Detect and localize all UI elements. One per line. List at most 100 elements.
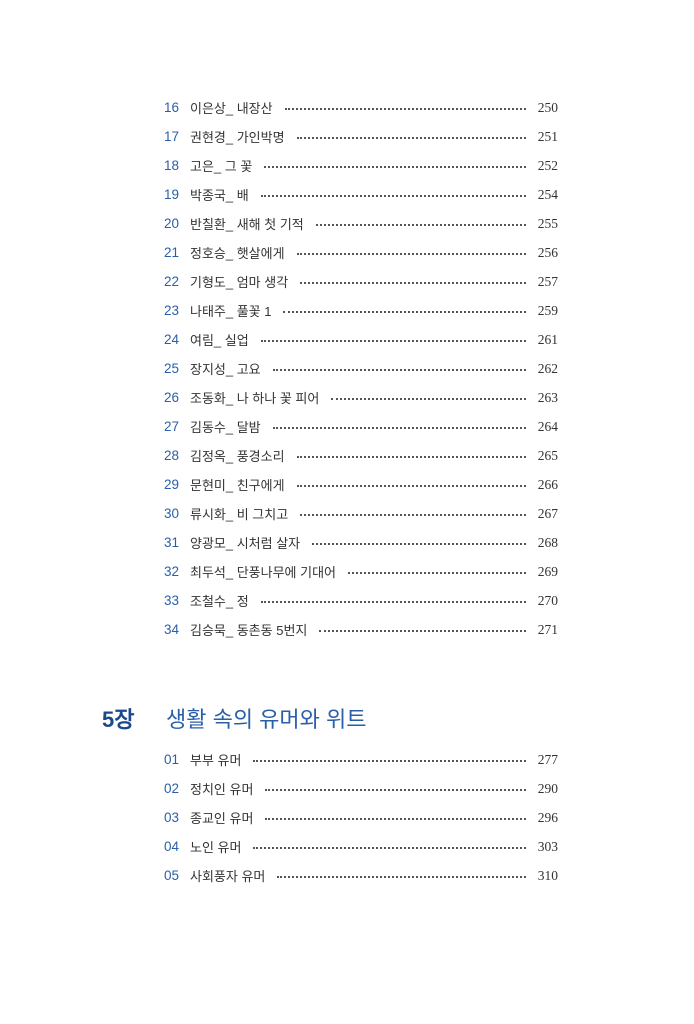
toc-entry[interactable]: 05 사회풍자 유머 310: [164, 861, 558, 890]
dot-leader: [277, 875, 526, 878]
toc-entry[interactable]: 23 나태주_ 풀꽃 1 259: [164, 296, 558, 325]
dot-leader: [260, 339, 526, 342]
dot-leader: [296, 252, 526, 255]
entry-number: 33: [164, 593, 180, 608]
entry-page: 252: [537, 157, 558, 173]
toc-entry[interactable]: 28 김정옥_ 풍경소리 265: [164, 441, 558, 470]
entry-number: 16: [164, 100, 180, 115]
entry-page: 251: [537, 128, 558, 144]
entry-number: 34: [164, 622, 180, 637]
entry-number: 02: [164, 781, 180, 796]
entry-number: 23: [164, 303, 180, 318]
toc-entry[interactable]: 24 여림_ 실업 261: [164, 325, 558, 354]
toc-entry[interactable]: 21 정호승_ 햇살에게 256: [164, 238, 558, 267]
entry-number: 01: [164, 752, 180, 767]
toc-entry[interactable]: 34 김승묵_ 동촌동 5번지 271: [164, 615, 558, 644]
toc-entry[interactable]: 31 양광모_ 시처럼 살자 268: [164, 528, 558, 557]
dot-leader: [296, 136, 526, 139]
entry-title: 노인 유머: [190, 840, 242, 855]
entry-page: 296: [537, 809, 558, 825]
toc-entry[interactable]: 26 조동화_ 나 하나 꽃 피어 263: [164, 383, 558, 412]
entry-title: 박종국_ 배: [190, 188, 249, 203]
entry-title: 최두석_ 단풍나무에 기대어: [190, 565, 337, 580]
toc-entry[interactable]: 17 권현경_ 가인박명 251: [164, 122, 558, 151]
toc-entry[interactable]: 30 류시화_ 비 그치고 267: [164, 499, 558, 528]
toc-entry[interactable]: 16 이은상_ 내장산 250: [164, 93, 558, 122]
dot-leader: [312, 542, 526, 545]
toc-entry[interactable]: 03 종교인 유머 296: [164, 803, 558, 832]
entry-title: 조동화_ 나 하나 꽃 피어: [190, 391, 320, 406]
entry-title: 조철수_ 정: [190, 594, 249, 609]
entry-page: 266: [537, 476, 558, 492]
toc-list-section-4: 16 이은상_ 내장산 250 17 권현경_ 가인박명 251 18 고은_ 그 꽃 252 1…: [164, 93, 558, 644]
entry-title: 김정옥_ 풍경소리: [190, 449, 285, 464]
entry-page: 269: [537, 563, 558, 579]
toc-entry[interactable]: 19 박종국_ 배 254: [164, 180, 558, 209]
entry-page: 263: [537, 389, 558, 405]
dot-leader: [315, 223, 526, 226]
entry-title: 고은_ 그 꽃: [190, 159, 253, 174]
entry-page: 262: [537, 360, 558, 376]
entry-title: 권현경_ 가인박명: [190, 130, 285, 145]
toc-entry[interactable]: 02 정치인 유머 290: [164, 774, 558, 803]
entry-page: 268: [537, 534, 558, 550]
entry-title: 정호승_ 햇살에게: [190, 246, 285, 261]
toc-entry[interactable]: 25 장지성_ 고요 262: [164, 354, 558, 383]
entry-number: 21: [164, 245, 180, 260]
entry-page: 250: [537, 99, 558, 115]
entry-number: 05: [164, 868, 180, 883]
dot-leader: [264, 165, 526, 168]
entry-title: 장지성_ 고요: [190, 362, 261, 377]
toc-entry[interactable]: 27 김동수_ 달밤 264: [164, 412, 558, 441]
entry-page: 277: [537, 751, 558, 767]
toc-entry[interactable]: 29 문현미_ 친구에게 266: [164, 470, 558, 499]
dot-leader: [300, 281, 526, 284]
entry-page: 271: [537, 621, 558, 637]
toc-entry[interactable]: 20 반칠환_ 새해 첫 기적 255: [164, 209, 558, 238]
entry-title: 사회풍자 유머: [190, 869, 266, 884]
dot-leader: [253, 759, 526, 762]
entry-title: 문현미_ 친구에게: [190, 478, 285, 493]
entry-page: 267: [537, 505, 558, 521]
entry-number: 32: [164, 564, 180, 579]
toc-entry[interactable]: 33 조철수_ 정 270: [164, 586, 558, 615]
dot-leader: [260, 194, 526, 197]
dot-leader: [272, 426, 526, 429]
toc-list-chapter-5: 01 부부 유머 277 02 정치인 유머 290 03 종교인 유머 296 04 노인 유머 3…: [164, 745, 558, 890]
toc-entry[interactable]: 32 최두석_ 단풍나무에 기대어 269: [164, 557, 558, 586]
entry-number: 25: [164, 361, 180, 376]
dot-leader: [272, 368, 526, 371]
dot-leader: [283, 310, 526, 313]
entry-page: 257: [537, 273, 558, 289]
entry-number: 27: [164, 419, 180, 434]
dot-leader: [296, 484, 526, 487]
dot-leader: [265, 788, 526, 791]
dot-leader: [331, 397, 526, 400]
entry-number: 20: [164, 216, 180, 231]
entry-number: 26: [164, 390, 180, 405]
entry-title: 여림_ 실업: [190, 333, 249, 348]
dot-leader: [319, 629, 526, 632]
entry-page: 261: [537, 331, 558, 347]
entry-title: 종교인 유머: [190, 811, 254, 826]
entry-title: 기형도_ 엄마 생각: [190, 275, 289, 290]
entry-number: 04: [164, 839, 180, 854]
entry-number: 29: [164, 477, 180, 492]
chapter-number: 5장: [102, 707, 135, 732]
entry-number: 18: [164, 158, 180, 173]
dot-leader: [296, 455, 526, 458]
entry-title: 나태주_ 풀꽃 1: [190, 304, 272, 319]
toc-entry[interactable]: 22 기형도_ 엄마 생각 257: [164, 267, 558, 296]
entry-page: 264: [537, 418, 558, 434]
entry-number: 17: [164, 129, 180, 144]
dot-leader: [253, 846, 526, 849]
entry-number: 30: [164, 506, 180, 521]
entry-title: 정치인 유머: [190, 782, 254, 797]
toc-entry[interactable]: 04 노인 유머 303: [164, 832, 558, 861]
toc-entry[interactable]: 01 부부 유머 277: [164, 745, 558, 774]
entry-number: 03: [164, 810, 180, 825]
toc-entry[interactable]: 18 고은_ 그 꽃 252: [164, 151, 558, 180]
dot-leader: [348, 571, 526, 574]
entry-page: 259: [537, 302, 558, 318]
